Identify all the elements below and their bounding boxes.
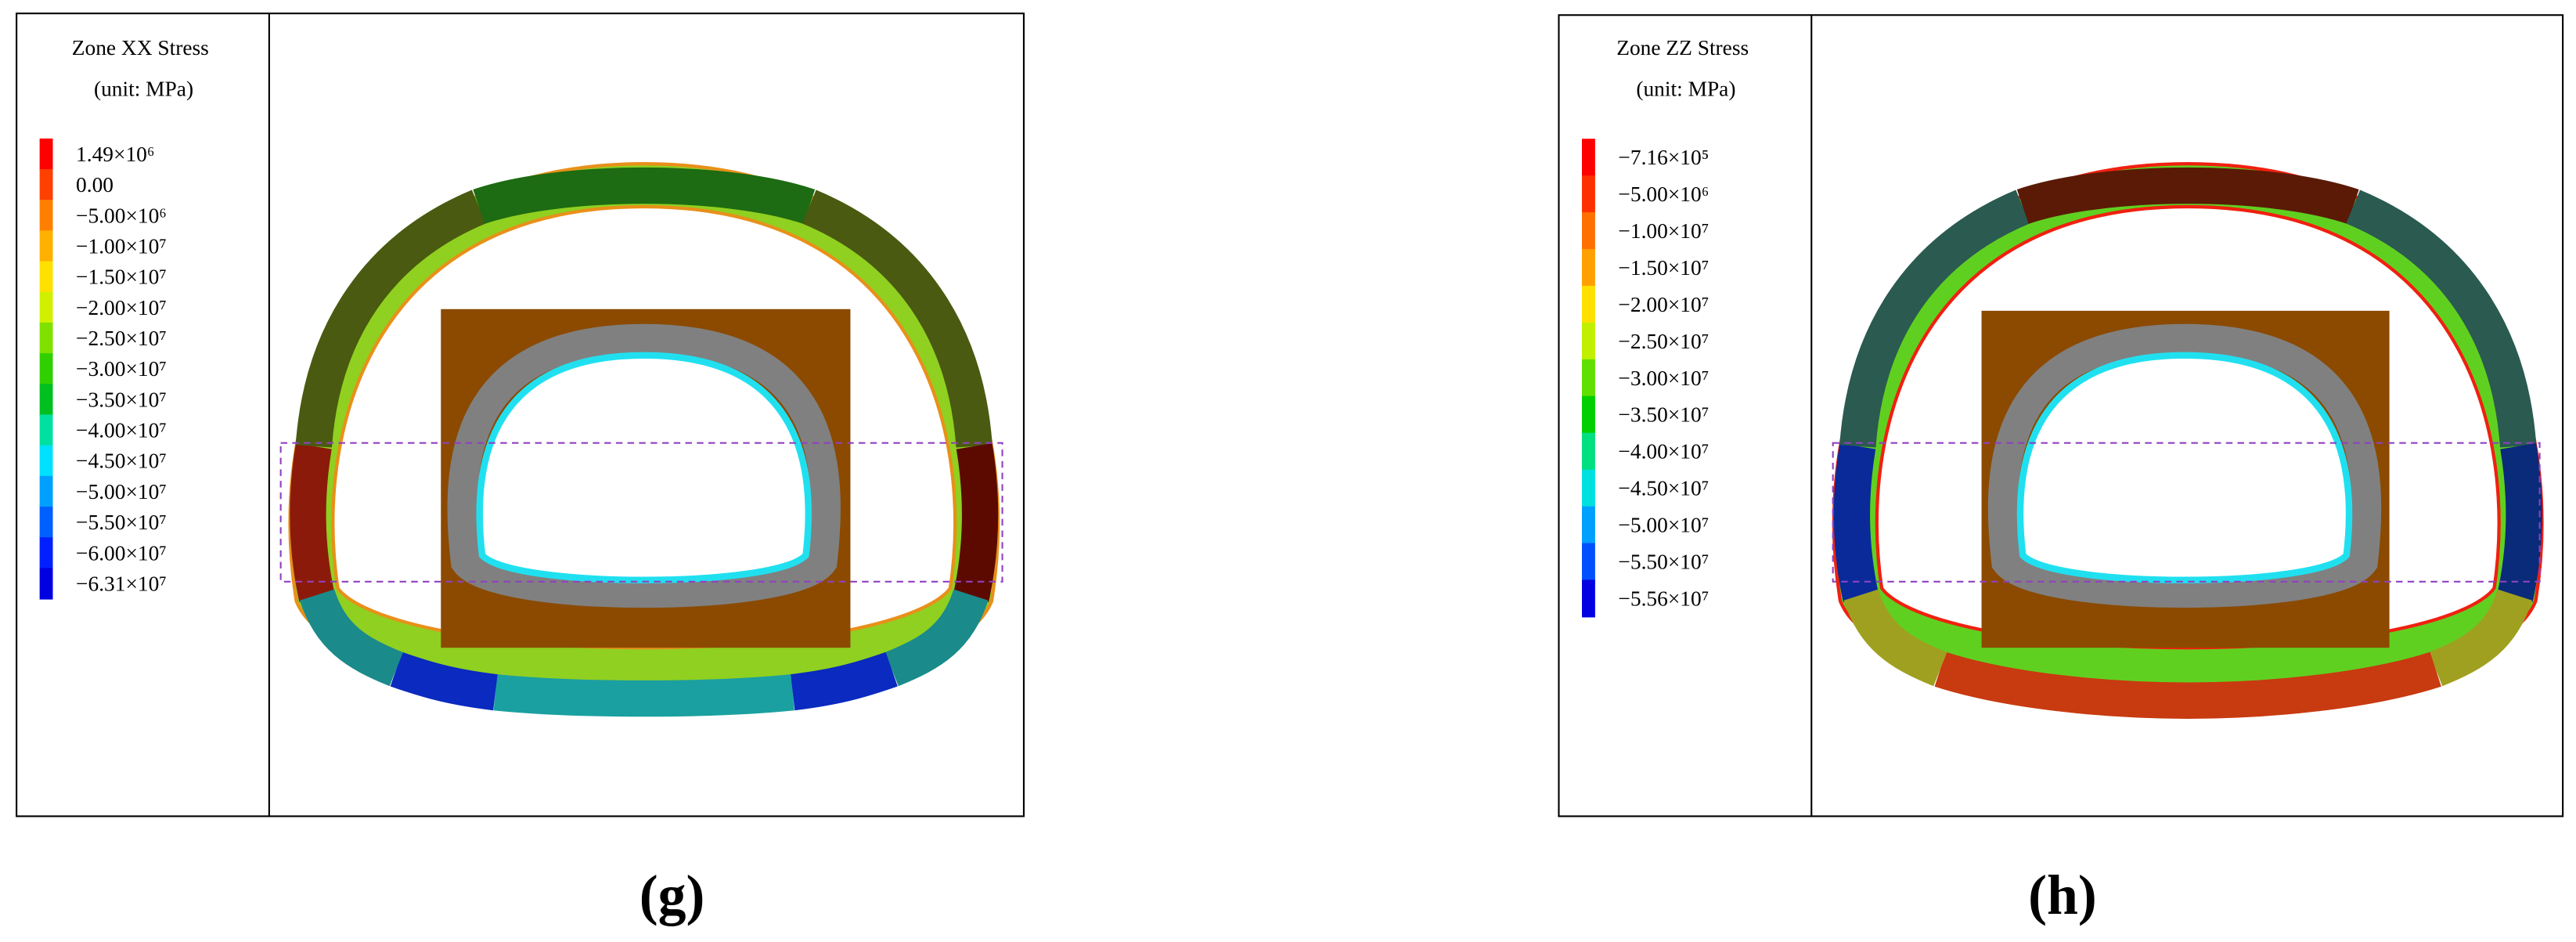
legend-swatch — [1582, 322, 1595, 360]
panel-h: Zone ZZ Stress (unit: MPa) −7.16×10⁵ −5.0… — [1558, 14, 2564, 926]
legend-label: −5.00×10⁶ — [1618, 182, 1709, 206]
legend-swatch — [1582, 432, 1595, 471]
tunnel-ring — [1832, 162, 2544, 719]
legend-label: −3.50×10⁷ — [1618, 403, 1709, 427]
legend-label: −1.00×10⁷ — [76, 234, 167, 258]
ring-segment — [884, 589, 989, 687]
ring-segment — [2497, 443, 2542, 602]
legend-swatch — [1582, 395, 1595, 434]
legend: −7.16×10⁵ −5.00×10⁶ −1.00×10⁷ −1.50×10⁷ −2.0… — [1582, 139, 1709, 618]
legend-swatch — [39, 322, 53, 355]
legend-label: −2.50×10⁷ — [76, 327, 167, 350]
ring-segment — [1839, 189, 2030, 448]
legend-swatch — [39, 475, 53, 508]
dashed-box — [1832, 442, 2541, 583]
legend-label: 0.00 — [76, 173, 113, 197]
ring-segment — [2428, 589, 2533, 687]
legend-swatch — [1582, 285, 1595, 323]
legend-swatch — [39, 384, 53, 416]
legend-label: 1.49×10⁶ — [76, 143, 154, 166]
legend-unit: (unit: MPa) — [1636, 78, 1735, 101]
panel-g: Zone XX Stress (unit: MPa) 1.49×10⁶ 0.00 −… — [16, 13, 1025, 926]
caption: (h) — [2028, 864, 2097, 926]
legend-unit: (unit: MPa) — [94, 78, 193, 101]
ring-segment — [295, 189, 486, 448]
ring-segment — [390, 651, 498, 711]
legend-label: −4.50×10⁷ — [1618, 477, 1709, 500]
legend-swatch — [1582, 359, 1595, 397]
legend-swatch — [39, 169, 53, 201]
legend-label: −1.50×10⁷ — [1618, 256, 1709, 280]
ring-segment — [1843, 589, 1947, 687]
lining-edge — [2016, 352, 2353, 583]
caption: (g) — [639, 864, 705, 926]
legend-swatch — [39, 353, 53, 385]
legend-label: −3.50×10⁷ — [76, 388, 167, 411]
legend-label: −1.00×10⁷ — [1618, 219, 1709, 243]
legend-swatch — [39, 261, 53, 293]
frame — [16, 13, 1025, 817]
legend-swatch — [39, 445, 53, 477]
dashed-box — [279, 442, 1003, 583]
ring-segment — [1833, 443, 1879, 602]
legend-label: −5.50×10⁷ — [1618, 550, 1709, 573]
ring-segment — [299, 589, 404, 687]
ring-segment — [2016, 167, 2359, 225]
legend-swatch — [1582, 469, 1595, 507]
legend-swatch — [1582, 249, 1595, 287]
legend-label: −1.50×10⁷ — [76, 265, 167, 289]
legend-swatch — [39, 568, 53, 600]
legend-label: −5.50×10⁷ — [76, 511, 167, 534]
legend-label: −2.50×10⁷ — [1618, 330, 1709, 353]
legend-label: −2.00×10⁷ — [76, 296, 167, 319]
legend-label: −7.16×10⁵ — [1618, 146, 1709, 169]
legend-swatch — [1582, 212, 1595, 251]
legend: 1.49×10⁶ 0.00 −5.00×10⁶ −1.00×10⁷ −1.50×10⁷ −… — [39, 138, 167, 600]
legend-swatch — [1582, 579, 1595, 618]
legend-swatch — [39, 537, 53, 569]
ring-segment — [493, 674, 794, 717]
legend-label: −6.31×10⁷ — [76, 572, 167, 595]
legend-label: −5.56×10⁷ — [1618, 586, 1709, 610]
legend-swatch — [39, 414, 53, 446]
ring-segment — [290, 443, 335, 602]
legend-swatch — [1582, 139, 1595, 177]
legend-swatch — [39, 507, 53, 539]
legend-label: −2.00×10⁷ — [1618, 293, 1709, 316]
legend-swatch — [1582, 175, 1595, 214]
lining — [447, 323, 841, 608]
legend-label: −4.00×10⁷ — [76, 419, 167, 442]
ring-segment — [473, 167, 816, 225]
tunnel-ring — [288, 162, 1000, 717]
legend-swatch — [1582, 506, 1595, 544]
ring-segment — [790, 651, 898, 711]
ring-segment — [802, 189, 993, 448]
legend-label: −6.00×10⁷ — [76, 541, 167, 565]
legend-label: −5.00×10⁷ — [76, 480, 167, 503]
ring-segment — [1934, 651, 2441, 719]
legend-swatch — [39, 138, 53, 171]
legend-title: Zone ZZ Stress — [1616, 36, 1749, 60]
legend-swatch — [39, 200, 53, 232]
ring-segment — [2346, 189, 2537, 448]
frame — [1558, 14, 2564, 817]
legend-label: −4.50×10⁷ — [76, 449, 167, 473]
legend-swatch — [1582, 543, 1595, 581]
legend-title: Zone XX Stress — [72, 36, 209, 60]
legend-swatch — [39, 291, 53, 323]
legend-label: −5.00×10⁷ — [1618, 514, 1709, 537]
legend-label: −3.00×10⁷ — [1618, 366, 1709, 390]
legend-label: −5.00×10⁶ — [76, 204, 167, 227]
legend-label: −4.00×10⁷ — [1618, 440, 1709, 464]
ring-segment — [953, 443, 999, 602]
lining — [1987, 323, 2382, 608]
legend-swatch — [39, 230, 53, 262]
lining-edge — [476, 352, 812, 583]
legend-label: −3.00×10⁷ — [76, 357, 167, 381]
